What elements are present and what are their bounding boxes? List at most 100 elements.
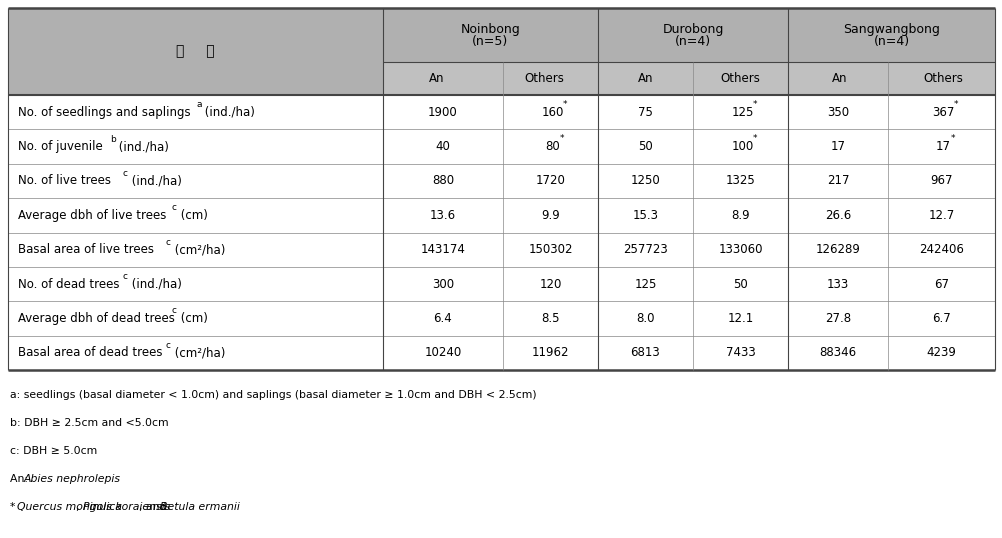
Text: Durobong: Durobong [661, 23, 723, 36]
Bar [788, 8, 994, 62]
Bar [8, 267, 994, 301]
Text: 26.6: 26.6 [824, 209, 851, 222]
Text: (ind./ha): (ind./ha) [127, 278, 181, 291]
Text: 300: 300 [432, 278, 454, 291]
Text: 17: 17 [830, 140, 845, 153]
Text: 6.4: 6.4 [433, 312, 452, 325]
Text: a: seedlings (basal diameter < 1.0cm) and saplings (basal diameter ≥ 1.0cm and D: a: seedlings (basal diameter < 1.0cm) an… [10, 390, 536, 400]
Text: *: * [752, 134, 757, 144]
Text: c: c [165, 238, 170, 246]
Bar [597, 8, 788, 62]
Text: (ind./ha): (ind./ha) [201, 105, 256, 119]
Text: (n=4): (n=4) [873, 36, 909, 48]
Text: 67: 67 [933, 278, 948, 291]
Text: ,: , [76, 502, 83, 512]
Text: 17: 17 [935, 140, 950, 153]
Bar [383, 62, 597, 95]
Text: 257723: 257723 [622, 243, 667, 256]
Text: c: c [122, 272, 127, 281]
Text: *: * [10, 502, 19, 512]
Text: 8.5: 8.5 [541, 312, 559, 325]
Text: 12.1: 12.1 [726, 312, 753, 325]
Text: Others: Others [524, 72, 563, 85]
Text: An: An [429, 72, 444, 85]
Text: 10240: 10240 [424, 346, 461, 359]
Text: Abies nephrolepis: Abies nephrolepis [24, 474, 121, 484]
Text: 350: 350 [826, 105, 849, 119]
Text: , and: , and [139, 502, 170, 512]
Text: 88346: 88346 [819, 346, 856, 359]
Bar [8, 301, 994, 336]
Text: c: c [122, 169, 127, 178]
Text: 242406: 242406 [918, 243, 963, 256]
Text: Basal area of live trees: Basal area of live trees [18, 243, 154, 256]
Text: 880: 880 [432, 174, 454, 187]
Text: c: c [171, 203, 176, 213]
Text: 1720: 1720 [535, 174, 565, 187]
Bar [597, 62, 788, 95]
Text: An: An [637, 72, 652, 85]
Text: 120: 120 [539, 278, 561, 291]
Text: 11962: 11962 [531, 346, 569, 359]
Text: Others: Others [923, 72, 962, 85]
Text: An: An [832, 72, 847, 85]
Text: Basal area of dead trees: Basal area of dead trees [18, 346, 162, 359]
Text: No. of seedlings and saplings: No. of seedlings and saplings [18, 105, 190, 119]
Text: 12.7: 12.7 [928, 209, 954, 222]
Text: (cm²/ha): (cm²/ha) [170, 346, 224, 359]
Text: 133060: 133060 [717, 243, 762, 256]
Text: Quercus mongolica: Quercus mongolica [17, 502, 121, 512]
Text: 75: 75 [637, 105, 652, 119]
Text: (ind./ha): (ind./ha) [115, 140, 169, 153]
Text: 6.7: 6.7 [931, 312, 950, 325]
Text: 1325: 1325 [724, 174, 755, 187]
Text: (ind./ha): (ind./ha) [127, 174, 181, 187]
Text: 구     분: 구 분 [176, 45, 214, 59]
Bar [788, 62, 994, 95]
Text: 150302: 150302 [528, 243, 572, 256]
Text: b: b [110, 134, 115, 144]
Bar [8, 129, 994, 164]
Text: *: * [752, 100, 757, 109]
Text: c: c [165, 341, 170, 350]
Text: *: * [559, 134, 563, 144]
Text: 27.8: 27.8 [824, 312, 851, 325]
Text: (cm): (cm) [176, 312, 207, 325]
Text: *: * [950, 134, 954, 144]
Bar [383, 8, 597, 62]
Text: 125: 125 [730, 105, 753, 119]
Text: (n=4): (n=4) [674, 36, 710, 48]
Text: No. of juvenile: No. of juvenile [18, 140, 102, 153]
Text: 50: 50 [732, 278, 747, 291]
Text: 1250: 1250 [630, 174, 659, 187]
Text: Average dbh of dead trees: Average dbh of dead trees [18, 312, 174, 325]
Text: 8.9: 8.9 [730, 209, 749, 222]
Text: 13.6: 13.6 [430, 209, 456, 222]
Text: 80: 80 [544, 140, 559, 153]
Text: Average dbh of live trees: Average dbh of live trees [18, 209, 166, 222]
Text: An:: An: [10, 474, 31, 484]
Text: 126289: 126289 [815, 243, 860, 256]
Text: 367: 367 [932, 105, 954, 119]
Text: c: c [171, 306, 176, 315]
Text: c: DBH ≥ 5.0cm: c: DBH ≥ 5.0cm [10, 446, 97, 456]
Text: 133: 133 [826, 278, 849, 291]
Bar [8, 95, 994, 129]
Text: 160: 160 [541, 105, 563, 119]
Text: 50: 50 [637, 140, 652, 153]
Text: No. of live trees: No. of live trees [18, 174, 111, 187]
Text: b: DBH ≥ 2.5cm and <5.0cm: b: DBH ≥ 2.5cm and <5.0cm [10, 418, 168, 428]
Text: *: * [953, 100, 957, 109]
Bar [8, 8, 383, 95]
Text: 100: 100 [730, 140, 753, 153]
Text: 143174: 143174 [420, 243, 465, 256]
Text: 40: 40 [435, 140, 450, 153]
Text: No. of dead trees: No. of dead trees [18, 278, 119, 291]
Bar [8, 336, 994, 370]
Text: 125: 125 [633, 278, 656, 291]
Bar [8, 198, 994, 232]
Text: 9.9: 9.9 [541, 209, 559, 222]
Text: 1900: 1900 [428, 105, 458, 119]
Text: Pinus koraiensis: Pinus koraiensis [83, 502, 170, 512]
Text: Others: Others [719, 72, 760, 85]
